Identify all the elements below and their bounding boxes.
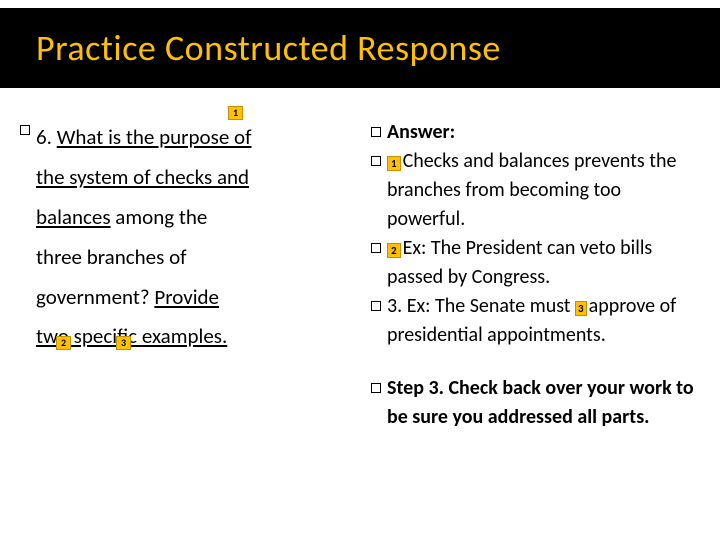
bullet-icon — [371, 127, 381, 137]
q-l5b: Provide — [154, 284, 219, 310]
a2-text: Ex: The President can veto bills passed … — [387, 236, 652, 289]
q-l4: three branches of — [36, 244, 187, 270]
marker-inline-1: 1 — [387, 156, 401, 171]
marker-inline-3: 3 — [575, 301, 587, 316]
bullet-icon — [371, 156, 381, 166]
q-l3a: balances — [36, 204, 111, 230]
question-column: 1 6. What is the purpose of the system o… — [20, 118, 359, 432]
q-l1b: ose of — [200, 124, 252, 150]
bullet-icon — [20, 125, 30, 135]
q-l2: the system of checks and — [36, 164, 249, 190]
marker-1: 1 — [228, 106, 243, 120]
page-title: Practice Constructed Response — [36, 26, 720, 70]
a1-text: Checks and balances prevents the branche… — [387, 149, 676, 231]
q-l5a: government? — [36, 284, 154, 310]
q-l3b: among the — [111, 204, 208, 230]
question-text: 6. What is the purpose of the system of … — [36, 118, 252, 357]
answer-1: 1Checks and balances prevents the branch… — [387, 147, 700, 234]
a3a-text: 3. Ex: The Senate must — [387, 294, 575, 318]
step3-text: Step 3. Check back over your work to be … — [387, 374, 700, 432]
answer-2: 2Ex: The President can veto bills passed… — [387, 234, 700, 292]
answer-label: Answer: — [387, 120, 455, 144]
bullet-icon — [371, 383, 381, 393]
step3-block: Step 3. Check back over your work to be … — [371, 374, 700, 432]
answer-3: 3. Ex: The Senate must 3approve of presi… — [387, 292, 700, 350]
q-prefix: 6. — [36, 124, 57, 150]
marker-2: 2 — [56, 336, 71, 350]
title-bar: Practice Constructed Response — [0, 8, 720, 88]
marker-inline-2: 2 — [387, 243, 401, 258]
bullet-icon — [371, 301, 381, 311]
answer-column: Answer: 1Checks and balances prevents th… — [371, 118, 700, 432]
bullet-icon — [371, 243, 381, 253]
q-l6b: examples. — [142, 323, 228, 349]
content-area: 1 6. What is the purpose of the system o… — [0, 88, 720, 432]
marker-3: 3 — [116, 336, 131, 350]
q-l1a: What is the purp — [57, 124, 200, 150]
answer-block: Answer: 1Checks and balances prevents th… — [371, 118, 700, 350]
